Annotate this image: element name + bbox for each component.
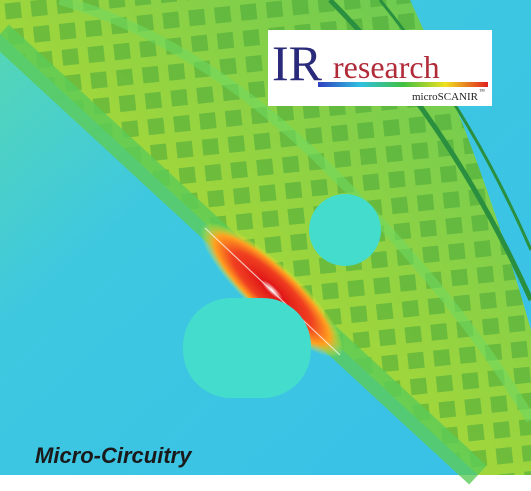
- logo-mark: IR: [272, 35, 323, 91]
- via: [309, 194, 381, 266]
- pad: [183, 298, 311, 398]
- trace-edge: [378, 0, 531, 251]
- logo-bar: [318, 82, 488, 87]
- trace: [58, 0, 531, 423]
- caption: Micro-Circuitry: [35, 443, 193, 468]
- hot-spot: [200, 222, 344, 358]
- logo-name: research: [333, 49, 440, 85]
- hot-line: [204, 227, 341, 356]
- logo-product: microSCANIR: [412, 91, 479, 103]
- logo-trademark: ™: [479, 89, 485, 95]
- logo-box: [268, 30, 492, 106]
